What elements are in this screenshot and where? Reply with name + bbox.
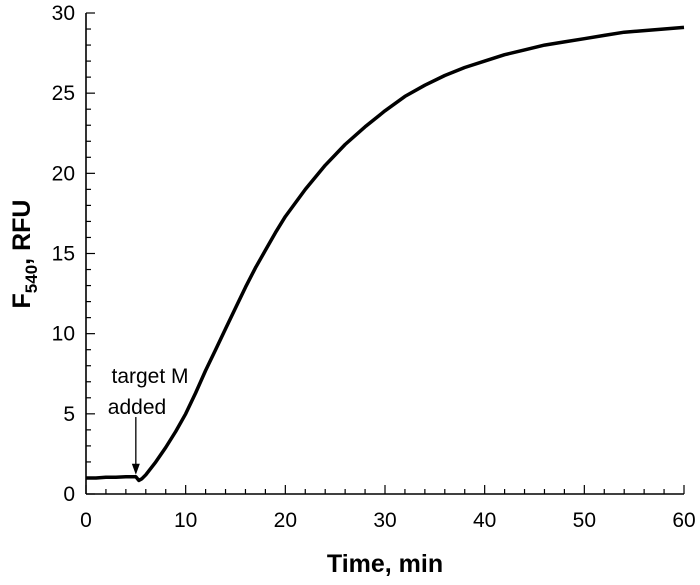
annotation-arrowhead bbox=[131, 463, 140, 475]
y-tick-label: 25 bbox=[52, 82, 75, 105]
y-tick-label: 15 bbox=[52, 243, 75, 266]
y-axis-title-main: F bbox=[8, 293, 36, 308]
x-tick-label: 60 bbox=[672, 509, 695, 532]
annotation-line2: added bbox=[108, 396, 166, 419]
y-tick-label: 0 bbox=[63, 483, 75, 506]
x-tick-label: 40 bbox=[473, 509, 496, 532]
x-tick-label: 50 bbox=[573, 509, 596, 532]
series-line bbox=[86, 25, 685, 483]
y-ticks: 0 5 10 15 20 25 30 bbox=[52, 2, 95, 506]
y-tick-label: 10 bbox=[52, 323, 75, 346]
y-tick-label: 30 bbox=[52, 2, 75, 25]
x-tick-label: 20 bbox=[274, 509, 297, 532]
y-tick-label: 5 bbox=[63, 403, 75, 426]
y-axis-title: F540, RFU bbox=[8, 200, 41, 309]
annotation-line1: target M bbox=[111, 365, 188, 388]
x-tick-label: 30 bbox=[373, 509, 396, 532]
x-tick-label: 10 bbox=[174, 509, 197, 532]
x-axis-title: Time, min bbox=[327, 550, 443, 578]
x-ticks: 0 10 20 30 40 50 60 bbox=[80, 485, 696, 532]
y-axis-title-rest: , RFU bbox=[8, 200, 36, 265]
y-axis-title-subscript: 540 bbox=[22, 265, 41, 293]
y-tick-label: 20 bbox=[52, 162, 75, 185]
x-tick-label: 0 bbox=[80, 509, 92, 532]
